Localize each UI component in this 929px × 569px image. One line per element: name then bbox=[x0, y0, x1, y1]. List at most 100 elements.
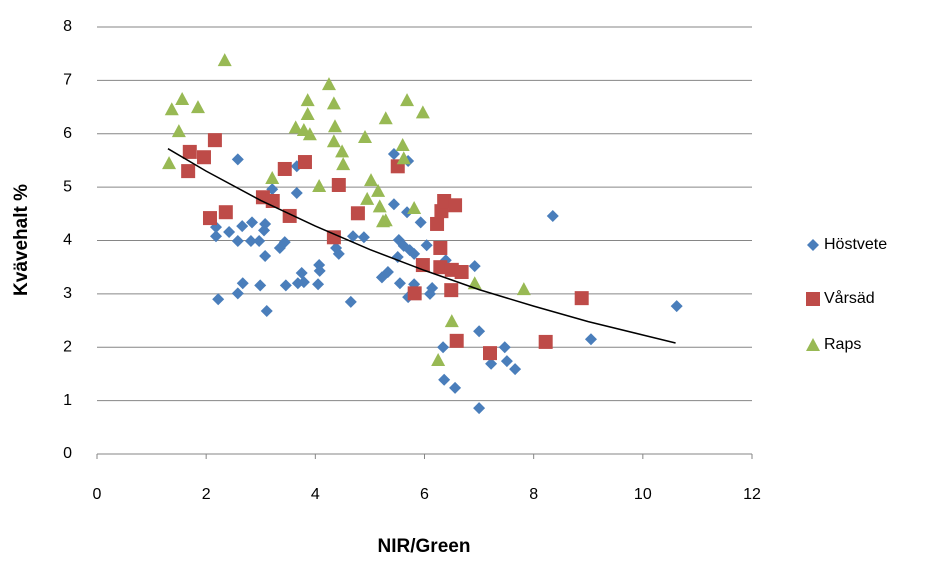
point bbox=[400, 93, 415, 107]
legend-label: Höstvete bbox=[824, 236, 887, 253]
point bbox=[485, 357, 498, 370]
x-tick-label: 8 bbox=[529, 486, 538, 503]
point bbox=[483, 346, 497, 361]
point bbox=[403, 244, 416, 257]
trendline bbox=[167, 148, 676, 344]
point bbox=[335, 144, 350, 158]
point bbox=[254, 279, 267, 292]
point bbox=[209, 230, 222, 243]
point bbox=[516, 282, 531, 296]
point bbox=[244, 235, 257, 248]
point bbox=[181, 164, 196, 179]
y-tick-label: 2 bbox=[63, 338, 72, 355]
point bbox=[444, 314, 459, 328]
point bbox=[420, 239, 433, 252]
point bbox=[670, 300, 683, 313]
point bbox=[202, 211, 217, 226]
point bbox=[448, 198, 463, 213]
point bbox=[584, 333, 597, 346]
point bbox=[546, 209, 559, 222]
point bbox=[408, 247, 421, 260]
point bbox=[326, 230, 341, 245]
y-tick-label: 5 bbox=[63, 178, 72, 195]
point bbox=[288, 120, 303, 134]
point bbox=[259, 249, 272, 262]
point bbox=[231, 235, 244, 248]
point bbox=[300, 107, 315, 121]
point bbox=[217, 53, 232, 67]
point bbox=[212, 293, 225, 306]
point bbox=[381, 265, 394, 278]
point bbox=[378, 213, 393, 227]
point bbox=[326, 134, 341, 148]
point bbox=[278, 236, 291, 249]
point bbox=[378, 111, 393, 125]
point bbox=[500, 355, 513, 368]
x-tick-label: 10 bbox=[634, 486, 652, 503]
y-tick-label: 7 bbox=[63, 72, 72, 89]
point bbox=[346, 230, 359, 243]
point bbox=[574, 291, 589, 306]
point bbox=[332, 247, 345, 260]
point bbox=[196, 150, 211, 165]
x-tick-label: 0 bbox=[93, 486, 102, 503]
y-tick-label: 4 bbox=[63, 232, 72, 249]
point bbox=[231, 153, 244, 166]
point bbox=[509, 363, 522, 376]
point bbox=[358, 129, 373, 143]
point bbox=[207, 133, 222, 148]
point bbox=[387, 198, 400, 211]
x-tick-label: 4 bbox=[311, 486, 320, 503]
point bbox=[253, 235, 266, 248]
point bbox=[290, 186, 303, 199]
legend-label: Raps bbox=[824, 336, 861, 353]
point bbox=[433, 240, 448, 255]
point bbox=[218, 205, 233, 220]
y-axis-title: Kvävehalt % bbox=[11, 184, 32, 296]
point bbox=[223, 225, 236, 238]
y-tick-label: 8 bbox=[63, 18, 72, 35]
point bbox=[302, 127, 317, 141]
point bbox=[164, 102, 179, 116]
point bbox=[350, 206, 365, 221]
point bbox=[312, 179, 327, 193]
point bbox=[431, 353, 446, 367]
legend-label: Vårsäd bbox=[824, 289, 875, 307]
point bbox=[336, 157, 351, 171]
point bbox=[387, 148, 400, 161]
point bbox=[364, 173, 379, 187]
x-axis-title: NIR/Green bbox=[378, 536, 471, 557]
point bbox=[393, 277, 406, 290]
y-tick-label: 0 bbox=[63, 445, 72, 462]
point bbox=[246, 216, 259, 229]
x-tick-label: 12 bbox=[743, 486, 761, 503]
point bbox=[300, 93, 315, 107]
point bbox=[438, 373, 451, 386]
point bbox=[498, 341, 511, 354]
point bbox=[357, 231, 370, 244]
point bbox=[331, 177, 346, 192]
point bbox=[327, 119, 342, 133]
point bbox=[277, 161, 292, 176]
point bbox=[437, 341, 450, 354]
point bbox=[407, 286, 422, 301]
point bbox=[321, 77, 336, 91]
legend-marker bbox=[807, 239, 819, 251]
point bbox=[473, 325, 486, 338]
point bbox=[430, 216, 445, 231]
legend-marker bbox=[806, 338, 820, 351]
point bbox=[395, 137, 410, 151]
point bbox=[444, 283, 459, 298]
point bbox=[171, 124, 186, 138]
point bbox=[279, 279, 292, 292]
point bbox=[415, 105, 430, 119]
point bbox=[372, 199, 387, 213]
point bbox=[407, 200, 422, 214]
point bbox=[295, 267, 308, 280]
point bbox=[371, 183, 386, 197]
point bbox=[344, 295, 357, 308]
y-tick-label: 1 bbox=[63, 392, 72, 409]
point bbox=[391, 251, 404, 264]
point bbox=[259, 217, 272, 230]
